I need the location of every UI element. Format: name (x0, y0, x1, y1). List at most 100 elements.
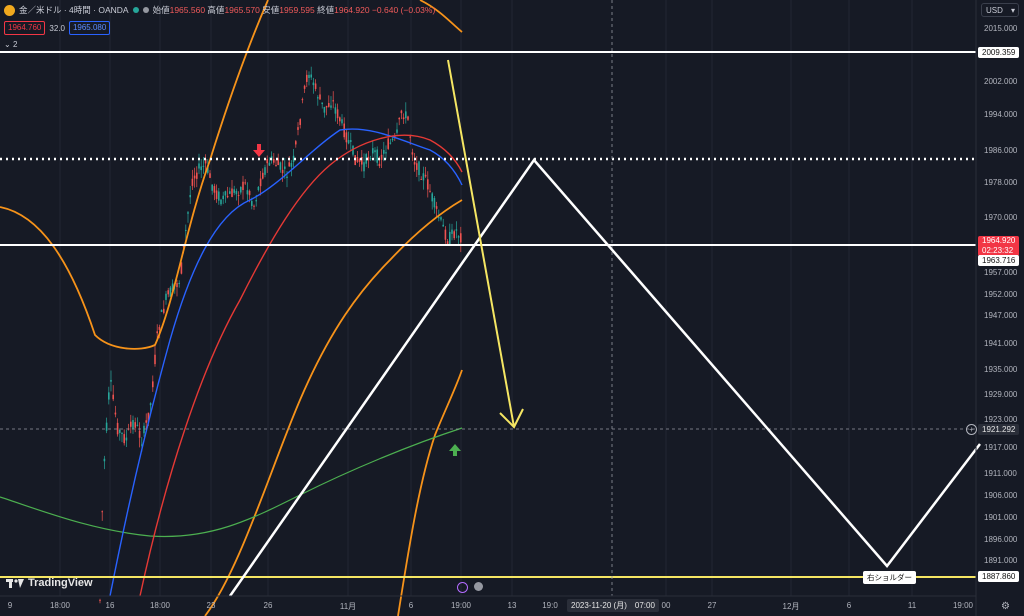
candle-body (266, 158, 268, 164)
candle-body (369, 158, 372, 160)
candle-body (220, 199, 222, 205)
candle-body (308, 74, 310, 78)
candle-body (328, 103, 330, 107)
blue-ma (109, 128, 463, 597)
indicators-toggle[interactable]: ⌄ 2 (4, 40, 18, 49)
candle-body (264, 167, 266, 175)
candle-body (444, 229, 447, 240)
candle-body (391, 138, 394, 141)
candle-body (169, 287, 172, 297)
candle-body (165, 293, 167, 300)
candle-body (413, 162, 416, 165)
support-price-label: 1963.716 (978, 255, 1020, 266)
price-tick: 1970.000 (984, 213, 1018, 222)
candle-body (196, 172, 198, 179)
time-tick: 26 (263, 601, 273, 610)
currency-select[interactable]: USD (981, 3, 1019, 18)
candle-body (112, 394, 114, 400)
price-tick: 1923.000 (984, 415, 1018, 424)
time-tick: 19:0 (542, 601, 558, 610)
candle-body (198, 163, 200, 169)
candle-body (306, 74, 308, 82)
trade-panel: 1964.760 32.0 1965.080 (4, 21, 111, 35)
candle-body (147, 412, 150, 423)
candle-body (376, 149, 378, 163)
time-tick: 16 (105, 601, 115, 610)
candle-body (226, 195, 229, 198)
tradingview-logo-icon (6, 578, 24, 588)
symbol-header: 金／米ドル · 4時間 · OANDA 始値1965.560 高値1965.57… (4, 4, 435, 16)
head-shoulders-path (228, 157, 981, 597)
candle-body (352, 145, 354, 155)
candle-body (211, 184, 213, 191)
candle-body (193, 175, 196, 179)
orange-band-lower (397, 369, 463, 616)
sell-button[interactable]: 1964.760 (4, 21, 46, 35)
candle-body (363, 162, 365, 172)
candle-body (292, 155, 295, 163)
candle-body (356, 157, 359, 162)
time-tick: 27 (707, 601, 717, 610)
candle-body (310, 74, 312, 78)
candle-body (116, 422, 119, 435)
candle-body (400, 110, 403, 114)
candle-body (110, 379, 112, 382)
price-tick: 1891.000 (984, 556, 1018, 565)
candle-body (176, 283, 178, 288)
candle-body (268, 162, 271, 166)
candle-body (455, 229, 458, 231)
add-alert-icon[interactable]: + (966, 424, 977, 435)
candle-body (200, 166, 202, 171)
candle-body (321, 102, 323, 105)
candle-body (325, 105, 328, 108)
candle-body (154, 354, 156, 365)
candle-body (171, 283, 174, 291)
candle-body (457, 236, 460, 238)
spread-value: 32.0 (49, 23, 65, 33)
candle-body (449, 231, 451, 245)
candle-body (185, 229, 187, 231)
yellow-arrowhead (499, 408, 524, 429)
orange-band-upper (0, 0, 269, 350)
candle-body (275, 164, 277, 167)
candle-body (182, 245, 185, 248)
price-tick: 1917.000 (984, 443, 1018, 452)
candle-body (125, 437, 128, 441)
lightning-icon[interactable] (457, 582, 468, 593)
candle-body (429, 190, 431, 192)
status-dot-icon (142, 7, 149, 13)
candle-body (396, 129, 398, 133)
candle-body (141, 444, 143, 446)
candle-body (191, 178, 194, 186)
candle-body (215, 190, 218, 199)
price-tick: 1911.000 (984, 469, 1017, 478)
change-value: −0.640 (−0.03%) (371, 5, 436, 15)
right-shoulder-label[interactable]: 右ショルダー (863, 571, 916, 584)
candle-body (297, 127, 299, 130)
candle-body (207, 165, 209, 173)
candle-body (303, 85, 306, 89)
candle-body (121, 432, 123, 434)
candle-body (101, 511, 103, 513)
candle-body (418, 161, 420, 176)
event-icons (457, 582, 483, 593)
symbol-title[interactable]: 金／米ドル · 4時間 · OANDA (19, 5, 129, 15)
candle-body (323, 106, 326, 113)
price-tick: 1929.000 (984, 390, 1018, 399)
time-tick: 11月 (339, 602, 357, 611)
candle-body (222, 195, 224, 200)
gear-icon[interactable]: ⚙ (1001, 601, 1010, 612)
candle-body (438, 217, 440, 219)
alarm-clock-icon[interactable] (474, 582, 483, 591)
candle-body (143, 425, 145, 434)
time-tick: 12月 (782, 602, 800, 611)
candle-body (383, 150, 385, 154)
candle-body (99, 599, 101, 601)
price-tick: 1896.000 (984, 535, 1018, 544)
candle-body (251, 201, 253, 206)
candle-body (345, 132, 348, 143)
candle-body (336, 109, 339, 119)
candle-body (343, 123, 345, 138)
buy-button[interactable]: 1965.080 (68, 21, 111, 35)
